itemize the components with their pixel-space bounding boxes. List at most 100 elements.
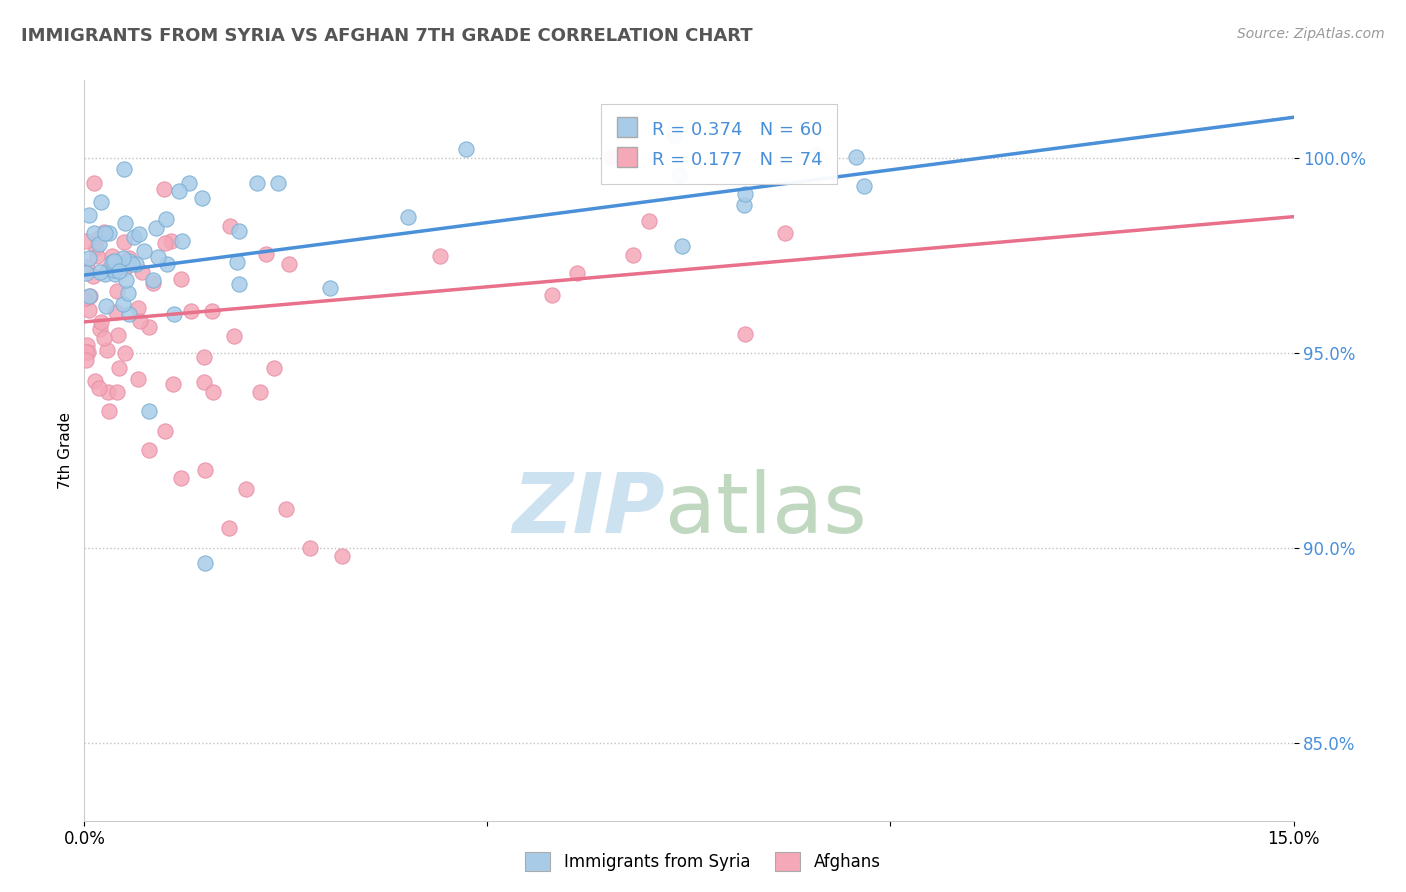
Point: [93, 331, 115, 345]
Y-axis label: 7th Grade: 7th Grade: [58, 412, 73, 489]
Point: [267, 176, 290, 190]
Point: [565, 266, 588, 280]
Point: [194, 557, 217, 571]
Point: [193, 350, 215, 364]
Point: [121, 257, 143, 271]
Point: [228, 224, 250, 238]
Point: [804, 148, 827, 162]
Point: [122, 229, 145, 244]
Legend: R = 0.374   N = 60, R = 0.177   N = 74: R = 0.374 N = 60, R = 0.177 N = 74: [602, 104, 837, 184]
Point: [114, 215, 136, 229]
Point: [96, 343, 118, 357]
Point: [84, 241, 107, 255]
Point: [75, 291, 97, 305]
Point: [96, 299, 118, 313]
Point: [155, 211, 177, 226]
Point: [89, 265, 111, 279]
Point: [103, 253, 125, 268]
Point: [396, 210, 419, 224]
Point: [599, 150, 621, 164]
Point: [77, 302, 100, 317]
Point: [94, 227, 117, 241]
Point: [201, 304, 224, 318]
Point: [330, 549, 353, 563]
Point: [671, 239, 693, 253]
Point: [222, 328, 245, 343]
Legend: Immigrants from Syria, Afghans: Immigrants from Syria, Afghans: [517, 843, 889, 880]
Point: [83, 177, 105, 191]
Point: [319, 281, 342, 295]
Point: [734, 326, 756, 341]
Point: [93, 225, 115, 239]
Point: [155, 235, 177, 250]
Point: [83, 374, 105, 388]
Point: [773, 227, 796, 241]
Point: [638, 214, 661, 228]
Point: [103, 256, 125, 270]
Point: [90, 194, 112, 209]
Point: [127, 371, 149, 385]
Point: [193, 375, 215, 389]
Point: [83, 226, 105, 240]
Point: [79, 288, 101, 302]
Point: [114, 346, 136, 360]
Point: [202, 384, 225, 399]
Point: [90, 315, 112, 329]
Point: [664, 128, 686, 143]
Point: [89, 322, 111, 336]
Point: [115, 273, 138, 287]
Point: [93, 267, 115, 281]
Point: [152, 182, 174, 196]
Point: [228, 277, 250, 292]
Point: [82, 269, 104, 284]
Point: [86, 249, 108, 263]
Point: [274, 502, 297, 516]
Point: [124, 257, 146, 271]
Point: [127, 301, 149, 315]
Point: [75, 345, 97, 359]
Point: [456, 142, 478, 156]
Point: [153, 424, 176, 438]
Point: [668, 168, 690, 182]
Point: [104, 267, 127, 281]
Point: [107, 328, 129, 343]
Point: [162, 377, 184, 392]
Point: [97, 261, 120, 276]
Point: [145, 221, 167, 235]
Point: [75, 266, 97, 280]
Point: [278, 257, 301, 271]
Text: ZIP: ZIP: [512, 469, 665, 550]
Point: [118, 307, 141, 321]
Point: [138, 320, 160, 334]
Point: [219, 219, 242, 233]
Point: [105, 305, 128, 319]
Point: [170, 471, 193, 485]
Point: [170, 272, 193, 286]
Point: [179, 177, 201, 191]
Point: [138, 404, 160, 418]
Point: [97, 384, 120, 399]
Point: [76, 345, 98, 359]
Point: [256, 247, 278, 261]
Point: [117, 286, 139, 301]
Point: [131, 265, 153, 279]
Point: [142, 276, 165, 290]
Point: [77, 208, 100, 222]
Point: [112, 296, 135, 310]
Point: [86, 231, 108, 245]
Point: [75, 235, 97, 249]
Point: [218, 521, 240, 535]
Point: [167, 184, 190, 198]
Point: [112, 235, 135, 249]
Point: [76, 338, 98, 352]
Point: [160, 234, 183, 248]
Point: [190, 191, 212, 205]
Point: [226, 255, 249, 269]
Point: [170, 234, 193, 248]
Point: [89, 237, 111, 252]
Point: [142, 273, 165, 287]
Point: [107, 264, 129, 278]
Point: [103, 263, 125, 277]
Point: [75, 352, 97, 367]
Point: [112, 162, 135, 177]
